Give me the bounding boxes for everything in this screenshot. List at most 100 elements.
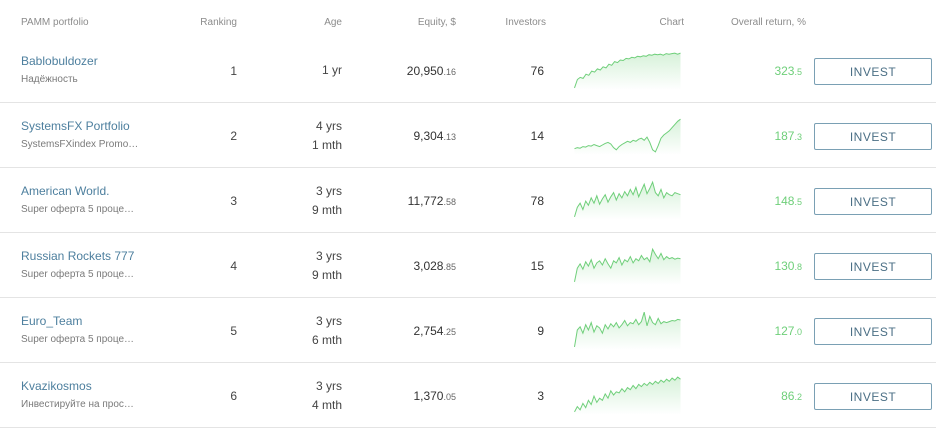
portfolio-name-link[interactable]: Bablobuldozer (21, 54, 98, 68)
return-cents: .0 (794, 327, 802, 337)
age-value: 3 yrs 9 mth (280, 247, 342, 285)
overall-return-value: 127.0 (700, 324, 802, 338)
age-line-1: 3 yrs (315, 314, 342, 328)
investors-value: 3 (537, 389, 544, 403)
return-main: 148 (774, 194, 795, 208)
table-row: SystemsFX Portfolio SystemsFXindex Promo… (0, 103, 950, 168)
performance-sparkline (574, 118, 681, 155)
invest-button[interactable]: INVEST (814, 123, 932, 150)
column-header-ranking[interactable]: Ranking (200, 17, 237, 28)
column-header-equity[interactable]: Equity, $ (417, 17, 456, 28)
equity-cents: .58 (443, 197, 456, 207)
age-line-1: 1 yr (321, 63, 342, 77)
portfolio-name-link[interactable]: Euro_Team (21, 314, 83, 328)
table-row: American World. Super оферта 5 процентов… (0, 168, 950, 233)
return-main: 187 (774, 129, 795, 143)
sparkline-area (574, 53, 681, 90)
overall-return-value: 323.5 (700, 64, 802, 78)
sparkline-line (574, 311, 681, 347)
investors-value: 76 (530, 64, 544, 78)
age-value: 4 yrs 1 mth (280, 117, 342, 155)
ranking-value: 4 (230, 259, 237, 273)
sparkline-line (574, 180, 681, 218)
return-main: 130 (774, 259, 795, 273)
return-cents: .5 (794, 197, 802, 207)
equity-value: 11,772.58 (360, 194, 456, 208)
sparkline-area (574, 377, 681, 415)
return-main: 86 (781, 389, 795, 403)
age-line-1: 3 yrs (315, 249, 342, 263)
column-header-chart: Chart (659, 17, 684, 28)
column-header-investors[interactable]: Investors (505, 17, 546, 28)
equity-cents: .25 (443, 327, 456, 337)
column-header-age[interactable]: Age (324, 17, 342, 28)
investors-value: 78 (530, 194, 544, 208)
sparkline-area (574, 312, 681, 350)
ranking-value: 3 (230, 194, 237, 208)
performance-sparkline (574, 52, 681, 90)
table-row: Russian Rockets 777 Super оферта 5 проце… (0, 233, 950, 298)
age-line-2: 4 mth (311, 398, 342, 412)
performance-sparkline (574, 180, 681, 220)
equity-value: 3,028.85 (360, 259, 456, 273)
row-divider (0, 427, 936, 428)
age-line-2: 1 mth (311, 138, 342, 152)
invest-button[interactable]: INVEST (814, 253, 932, 280)
age-value: 3 yrs 4 mth (280, 377, 342, 415)
invest-button[interactable]: INVEST (814, 58, 932, 85)
return-cents: .8 (794, 262, 802, 272)
equity-main: 20,950 (406, 64, 444, 78)
equity-main: 11,772 (407, 194, 444, 208)
invest-button[interactable]: INVEST (814, 318, 932, 345)
portfolio-name-link[interactable]: American World. (21, 184, 110, 198)
equity-value: 1,370.05 (360, 389, 456, 403)
equity-main: 1,370 (413, 389, 444, 403)
ranking-value: 5 (230, 324, 237, 338)
sparkline-area (574, 249, 681, 285)
age-line-2: 9 mth (311, 268, 342, 282)
age-value: 3 yrs 6 mth (280, 312, 342, 350)
equity-cents: .05 (443, 392, 456, 402)
row-divider (0, 232, 936, 233)
portfolio-name-link[interactable]: Russian Rockets 777 (21, 249, 135, 263)
ranking-value: 6 (230, 389, 237, 403)
portfolio-name-link[interactable]: SystemsFX Portfolio (21, 119, 130, 133)
return-cents: .2 (794, 392, 802, 402)
portfolio-name-link[interactable]: Kvazikosmos (21, 379, 92, 393)
age-line-1: 3 yrs (315, 379, 342, 393)
return-main: 127 (774, 324, 795, 338)
age-line-1: 3 yrs (315, 184, 342, 198)
invest-button[interactable]: INVEST (814, 188, 932, 215)
portfolio-description: Super оферта 5 процентов (21, 334, 139, 345)
overall-return-value: 86.2 (700, 389, 802, 403)
sparkline-line (574, 247, 681, 283)
return-main: 323 (774, 64, 795, 78)
equity-value: 20,950.16 (360, 64, 456, 78)
sparkline-line (574, 376, 681, 413)
portfolio-description: Super оферта 5 процентов (21, 204, 139, 215)
sparkline-line (574, 118, 681, 153)
invest-button[interactable]: INVEST (814, 383, 932, 410)
performance-sparkline (574, 376, 681, 415)
row-divider (0, 362, 936, 363)
table-header: PAMM portfolio Ranking Age Equity, $ Inv… (0, 0, 950, 44)
portfolio-description: Инвестируйте на просадках (21, 399, 139, 410)
column-header-portfolio[interactable]: PAMM portfolio (21, 17, 89, 28)
performance-sparkline (574, 247, 681, 285)
ranking-value: 1 (230, 64, 237, 78)
equity-main: 2,754 (413, 324, 444, 338)
equity-main: 3,028 (413, 259, 444, 273)
ranking-value: 2 (230, 129, 237, 143)
equity-cents: .13 (443, 132, 456, 142)
table-row: Bablobuldozer Надёжность 1 1 yr 20,950.1… (0, 38, 950, 103)
age-line-2: 6 mth (311, 333, 342, 347)
age-line-1: 4 yrs (315, 119, 342, 133)
sparkline-area (574, 119, 681, 155)
table-row: Kvazikosmos Инвестируйте на просадках 6 … (0, 363, 950, 428)
investors-value: 15 (530, 259, 544, 273)
overall-return-value: 187.3 (700, 129, 802, 143)
equity-cents: .85 (443, 262, 456, 272)
overall-return-value: 130.8 (700, 259, 802, 273)
column-header-overall-return[interactable]: Overall return, % (730, 17, 806, 28)
portfolio-description: Надёжность (21, 74, 78, 85)
